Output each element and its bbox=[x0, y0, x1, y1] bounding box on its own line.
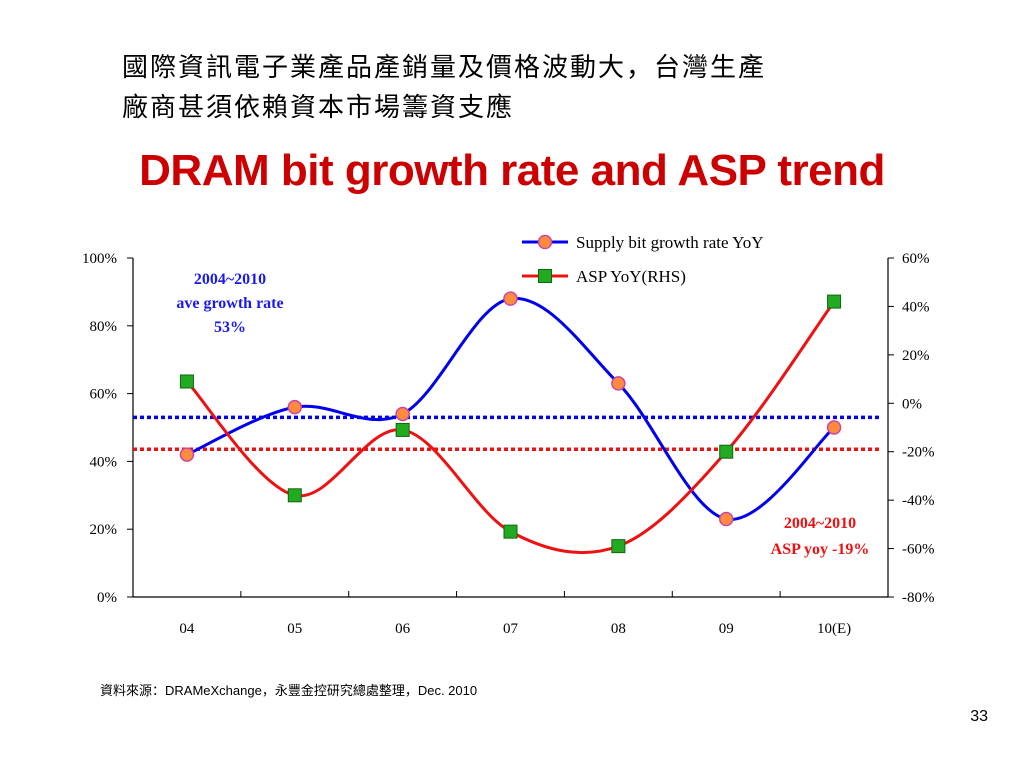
y-right-tick-label: 60% bbox=[902, 251, 930, 267]
series-line-1 bbox=[185, 300, 836, 555]
series-1-point bbox=[611, 539, 626, 554]
y-left-tick-label: 20% bbox=[90, 522, 118, 538]
slide-heading: 國際資訊電子業產品產銷量及價格波動大，台灣生產 廠商甚須依賴資本市場籌資支應 bbox=[122, 48, 942, 128]
y-right-tick-label: 20% bbox=[902, 348, 930, 364]
x-tick-label: 09 bbox=[719, 621, 734, 637]
annotation-avg-growth-line: ave growth rate bbox=[176, 295, 283, 312]
x-tick-label: 06 bbox=[395, 621, 411, 637]
series-1-point bbox=[395, 422, 410, 437]
annotation-asp-yoy-line: ASP yoy -19% bbox=[771, 541, 870, 558]
y-left-tick-label: 60% bbox=[90, 387, 118, 403]
x-tick-label: 10(E) bbox=[817, 621, 851, 637]
series-1-point bbox=[719, 444, 734, 459]
series-1-point bbox=[179, 374, 194, 389]
y-right-tick-label: -20% bbox=[902, 445, 935, 461]
series-1-point bbox=[503, 524, 518, 539]
y-right-tick-label: -80% bbox=[902, 590, 935, 606]
legend-label-0: Supply bit growth rate YoY bbox=[576, 233, 763, 252]
y-left-tick-label: 40% bbox=[90, 454, 118, 470]
legend-label-1: ASP YoY(RHS) bbox=[576, 267, 686, 286]
y-left-tick-label: 0% bbox=[97, 590, 117, 606]
series-0-point bbox=[287, 399, 303, 415]
series-0-point bbox=[826, 420, 842, 435]
annotation-avg-growth-line: 2004~2010 bbox=[194, 271, 266, 288]
x-tick-label: 08 bbox=[611, 621, 626, 637]
series-line-0 bbox=[186, 297, 836, 521]
y-right-tick-label: -60% bbox=[902, 542, 935, 558]
y-right-tick-label: 40% bbox=[902, 299, 930, 315]
series-0-point bbox=[503, 291, 518, 306]
annotation-asp-yoy-line: 2004~2010 bbox=[784, 515, 856, 532]
y-right-tick-label: 0% bbox=[902, 396, 922, 412]
x-tick-label: 07 bbox=[503, 621, 519, 637]
x-tick-label: 05 bbox=[287, 621, 302, 637]
y-right-tick-label: -40% bbox=[902, 493, 935, 509]
slide-title: DRAM bit growth rate and ASP trend bbox=[139, 146, 885, 195]
series-0-point bbox=[395, 406, 410, 422]
x-tick-label: 04 bbox=[179, 621, 195, 637]
series-1-point bbox=[827, 294, 842, 309]
y-left-tick-label: 80% bbox=[90, 319, 118, 335]
page-number: 33 bbox=[970, 708, 988, 725]
source-note: 資料來源：DRAMeXchange，永豐金控研究總處整理，Dec. 2010 bbox=[100, 683, 478, 698]
legend-marker-0 bbox=[537, 234, 553, 250]
heading-line-1: 國際資訊電子業產品產銷量及價格波動大，台灣生產 bbox=[122, 53, 767, 83]
y-left-tick-label: 100% bbox=[82, 251, 117, 267]
series-0-point bbox=[718, 511, 734, 527]
series-1-point bbox=[287, 488, 302, 503]
heading-line-2: 廠商甚須依賴資本市場籌資支應 bbox=[122, 93, 515, 123]
annotation-avg-growth-line: 53% bbox=[214, 319, 246, 336]
series-0-point bbox=[611, 376, 626, 391]
legend-marker-1 bbox=[538, 269, 552, 283]
series-0-point bbox=[179, 447, 195, 462]
